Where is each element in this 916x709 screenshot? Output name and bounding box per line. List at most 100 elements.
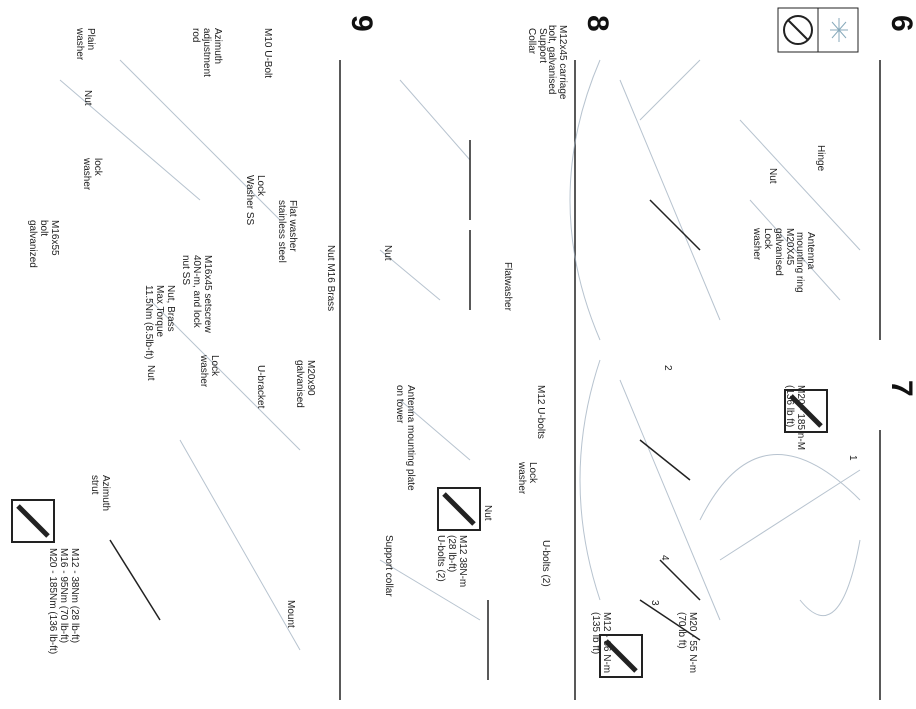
label-line: Nut M16 Brass	[325, 245, 336, 311]
label-line: rod	[190, 28, 201, 42]
label-line: galvanised	[294, 360, 305, 408]
label-line: Washer SS	[244, 175, 255, 226]
label-line: Lock	[209, 355, 220, 377]
label-line: Lock	[255, 175, 266, 197]
part-label: 3	[649, 600, 660, 606]
part-label: Antennamounting ring	[794, 232, 816, 293]
part-label: Azimuthstrut	[89, 475, 111, 511]
section-number: 7	[885, 380, 916, 397]
label-line: adjustment	[201, 28, 212, 77]
label-line: washer	[81, 157, 92, 191]
part-label: M20X45galvanisedLockwasher	[751, 227, 795, 276]
wrench-icon	[784, 389, 828, 433]
section-number: 6	[885, 15, 916, 32]
label-line: Mount	[285, 600, 296, 628]
part-label: Nut	[767, 168, 778, 184]
label-line: bolt	[38, 220, 49, 236]
label-line: strut	[89, 475, 100, 495]
label-line: M16x45 setscrew	[202, 255, 213, 334]
label-line: Azimuth	[100, 475, 111, 511]
part-label: Flatwasher	[502, 262, 513, 312]
part-label: M12 38N-m(28 lb-ft)U-bolts (2)	[435, 535, 468, 587]
label-line: Nut	[482, 505, 493, 521]
part-label: U-bracket	[255, 365, 266, 409]
label-line: washer	[751, 227, 762, 261]
label-line: Nut	[82, 90, 93, 106]
label-line: Antenna mounting plate	[405, 385, 416, 491]
label-line: Azimuth	[212, 28, 223, 64]
label-line: Collar	[526, 28, 537, 55]
part-label: M12 - 38Nm (28 lb-ft)M16 - 95Nm (70 lb-f…	[47, 548, 80, 654]
label-line: stainless steel	[276, 200, 287, 263]
label-line: 3	[649, 600, 660, 606]
label-line: Lock	[527, 462, 538, 484]
part-label: Hinge	[815, 145, 826, 172]
part-label: M12 U-bolts	[535, 385, 546, 439]
label-line: 4	[659, 555, 670, 561]
part-label: M12x45 carriagebolt, galvanised	[546, 25, 568, 100]
wrench-icon	[437, 487, 481, 531]
label-line: 40N-m, and lock	[191, 255, 202, 329]
label-line: M20 - 55 N-m	[687, 612, 698, 673]
label-line: Antenna	[805, 232, 816, 270]
part-label: Support collar	[383, 535, 394, 597]
part-label: Flat washerstainless steel	[276, 200, 298, 263]
label-line: (28 lb-ft)	[446, 535, 457, 572]
label-line: galvanised	[773, 228, 784, 276]
label-line: washer	[516, 461, 527, 495]
label-line: Nut, Brass	[165, 285, 176, 332]
part-label: Mount	[285, 600, 296, 628]
part-label: Azimuthadjustmentrod	[190, 28, 223, 77]
label-line: M16 - 95Nm (70 lb-ft)	[58, 548, 69, 643]
label-line: 2	[662, 365, 673, 371]
part-label: LockWasher SS	[244, 175, 266, 226]
label-line: 11.5Nm (8.5lb-ft)	[143, 285, 154, 359]
label-line: Lock	[762, 228, 773, 250]
part-label: Nut, BrassMax Torque11.5Nm (8.5lb-ft)	[143, 285, 176, 359]
part-label: 4	[659, 555, 670, 561]
label-line: washer	[74, 27, 85, 61]
label-line: mounting ring	[794, 232, 805, 293]
part-label: SupportCollar	[526, 28, 548, 63]
label-line: (136 lb ft)	[784, 385, 795, 427]
label-line: M12 - 36 N-m	[601, 612, 612, 673]
label-line: (70 lb ft)	[676, 612, 687, 649]
label-line: 1	[847, 455, 858, 461]
label-line: Nut	[767, 168, 778, 184]
wrench-icon	[11, 499, 55, 543]
section-number: 9	[345, 15, 378, 32]
label-line: Max Torque	[154, 285, 165, 338]
label-line: M12 38N-m	[457, 535, 468, 587]
label-line: M20 - 185 n-M	[795, 385, 806, 450]
label-line: Nut	[145, 365, 156, 381]
part-label: Nut	[145, 365, 156, 381]
label-line: Plain	[85, 28, 96, 50]
label-line: Flatwasher	[502, 262, 513, 312]
label-line: M20x90	[305, 360, 316, 396]
part-label: Nut M16 Brass	[325, 245, 336, 311]
part-label: Nut	[482, 505, 493, 521]
sketch	[59, 59, 861, 680]
label-line: Flat washer	[287, 200, 298, 252]
part-label: M12 - 36 N-m(135 lb ft)	[590, 612, 612, 673]
label-line: washer	[198, 354, 209, 388]
label-line: Nut	[382, 245, 393, 261]
part-label: Nut	[382, 245, 393, 261]
section-number: 8	[581, 15, 614, 32]
part-label: Lockwasher	[198, 354, 220, 388]
label-line: (135 lb ft)	[590, 612, 601, 654]
part-label: Lockwasher	[516, 461, 538, 495]
label-line: galvanized	[27, 220, 38, 268]
label-line: M12x45 carriage	[557, 25, 568, 100]
label-line: M16x55	[49, 220, 60, 256]
label-line: M10 U-Bolt	[262, 28, 273, 78]
label-line: M12 U-bolts	[535, 385, 546, 439]
label-line: M12 - 38Nm (28 lb-ft)	[69, 548, 80, 643]
part-label: Plainwasher	[74, 27, 96, 61]
part-label: 1	[847, 455, 858, 461]
label-line: U-bolts (2)	[540, 540, 551, 587]
label-line: Support collar	[383, 535, 394, 597]
part-label: M20x90galvanised	[294, 360, 316, 408]
part-label: M10 U-Bolt	[262, 28, 273, 78]
